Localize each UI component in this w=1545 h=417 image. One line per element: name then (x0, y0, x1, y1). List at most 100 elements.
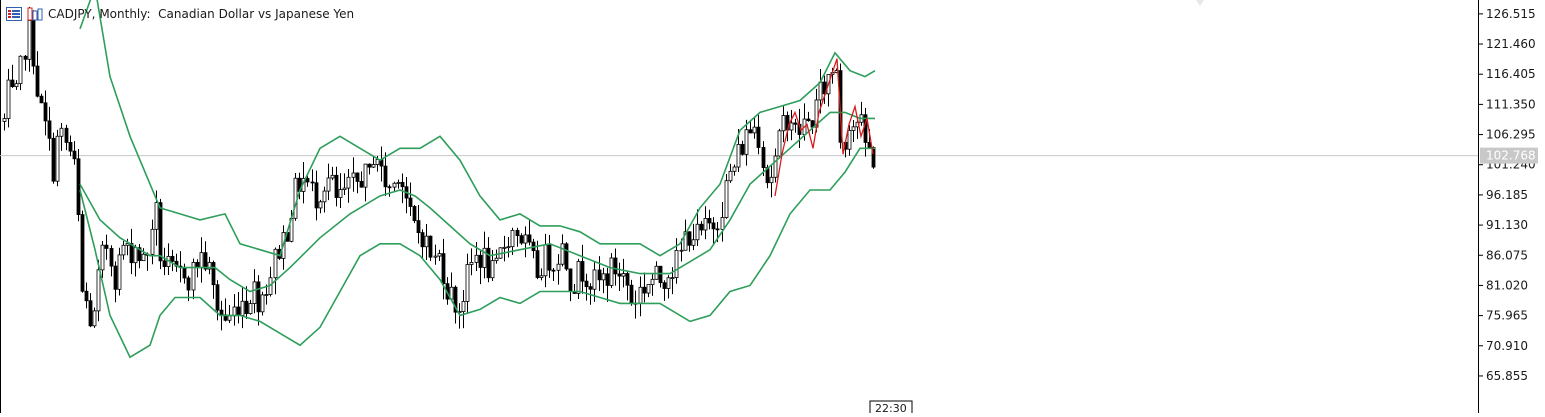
y-tick-label: 116.405 (1486, 67, 1536, 81)
candle-body (461, 301, 466, 313)
candle-body (109, 248, 114, 267)
candle-body (453, 286, 458, 313)
candle-body (80, 214, 85, 292)
bollinger-bands-group (79, 0, 876, 359)
candle-body (519, 235, 524, 244)
symbol-label: CADJPY (48, 7, 92, 21)
candle-body (310, 181, 315, 184)
candle-body (355, 172, 360, 182)
candle-body (699, 223, 704, 231)
candle-body (35, 65, 40, 97)
candle-body (715, 228, 720, 231)
candle-body (621, 273, 626, 277)
candle-body (363, 163, 368, 188)
candle-body (707, 218, 712, 224)
candle-body (703, 218, 708, 231)
candle-body (650, 278, 655, 285)
candle-body (744, 129, 749, 155)
y-tick-label: 70.910 (1486, 339, 1528, 353)
candle-body (777, 130, 782, 157)
candle-body (465, 264, 470, 302)
candle-body (576, 261, 581, 294)
candle-body (506, 246, 511, 249)
candle-body (191, 261, 196, 291)
candle-body (670, 277, 675, 280)
candle-body (256, 281, 261, 313)
upper-band-line (79, 0, 876, 257)
candle-body (494, 257, 499, 262)
candle-body (502, 246, 507, 249)
candle-body (252, 281, 257, 304)
candle-body (580, 261, 585, 282)
candle-body (6, 79, 11, 119)
candle-body (314, 182, 319, 209)
lower-band-line (79, 147, 875, 359)
candle-body (515, 229, 520, 237)
candle-body (601, 273, 606, 281)
candle-body (121, 244, 126, 256)
candle-body (43, 102, 48, 122)
candle-body (334, 174, 339, 198)
candle-body (584, 280, 589, 288)
scroll-marker (1196, 0, 1204, 6)
candle-body (240, 300, 245, 316)
candle-body (740, 144, 745, 155)
candle-body (2, 118, 7, 122)
candle-body (23, 55, 28, 60)
candle-body (556, 263, 561, 271)
candle-body (18, 55, 23, 85)
candle-body (154, 202, 159, 230)
chart-title-bar: CADJPY, Monthly: Canadian Dollar vs Japa… (6, 5, 354, 23)
candle-body (756, 126, 761, 148)
candle-body (47, 120, 52, 139)
candle-body (588, 286, 593, 290)
indicator-list-icon[interactable] (6, 7, 22, 21)
y-tick-label: 126.515 (1486, 7, 1536, 21)
candle-body (141, 253, 146, 262)
candle-body (592, 269, 597, 290)
candle-body (387, 186, 392, 189)
candle-body (162, 260, 167, 268)
candle-body (59, 127, 64, 137)
candle-body (14, 83, 19, 88)
candle-body (625, 273, 630, 286)
candles-group (2, 6, 876, 331)
candle-body (330, 174, 335, 179)
candle-body (474, 254, 479, 263)
candle-body (186, 277, 191, 291)
candle-body (564, 243, 569, 270)
candle-body (207, 262, 212, 270)
candle-body (687, 231, 692, 246)
candle-body (711, 222, 716, 230)
candle-body (264, 294, 269, 296)
candle-body (662, 282, 667, 289)
candle-body (396, 181, 401, 184)
candle-body (695, 223, 700, 241)
candle-body (412, 206, 417, 222)
candle-body (469, 262, 474, 265)
candle-body (137, 247, 142, 262)
candle-body (27, 19, 32, 60)
candle-body (408, 197, 413, 207)
candle-body (527, 234, 532, 243)
candle-body (732, 166, 737, 172)
candle-body (51, 137, 56, 182)
candle-body (342, 187, 347, 190)
candle-body (773, 155, 778, 178)
candle-body (490, 260, 495, 279)
candle-body (100, 244, 105, 271)
pattern-zigzag-line (774, 58, 874, 197)
candle-body (486, 247, 491, 279)
chart-bars-icon[interactable] (27, 7, 43, 21)
candle-body (818, 81, 823, 101)
candle-body (441, 253, 446, 285)
candle-body (539, 275, 544, 278)
candle-body (728, 170, 733, 182)
candle-body (420, 232, 425, 248)
candle-body (568, 268, 573, 293)
candle-body (211, 262, 216, 286)
timeframe-label: Monthly (99, 7, 147, 21)
candle-body (273, 248, 278, 279)
